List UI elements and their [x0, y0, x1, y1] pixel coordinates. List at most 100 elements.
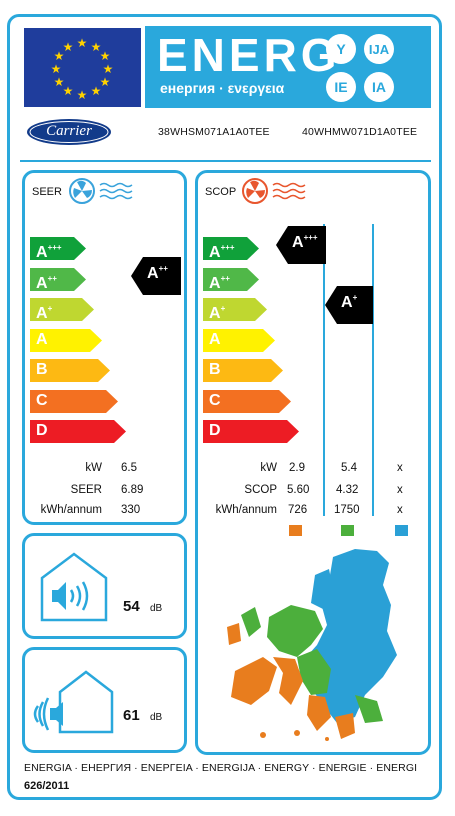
colder-zone-swatch: [395, 525, 408, 536]
heating-fan-icon: [241, 176, 313, 211]
svg-text:★: ★: [103, 62, 114, 76]
outdoor-speaker-icon: [30, 666, 116, 741]
language-badge: IE: [326, 72, 356, 102]
indoor-noise-unit: dB: [150, 603, 163, 614]
cooling-class-arrow: B: [30, 359, 110, 382]
cooling-panel: [22, 170, 187, 525]
heating-average-rating-tag: A+: [325, 286, 373, 324]
energy-subtitle: енергия · ενεργεια: [160, 80, 285, 96]
heating-panel: [195, 170, 431, 755]
row-label-kw: kW: [85, 462, 102, 474]
cooling-class-arrow: A+: [30, 298, 94, 322]
cooling-class-label: D: [36, 422, 48, 439]
heating-class-label: D: [209, 422, 221, 439]
language-badge: IJA: [364, 34, 394, 64]
svg-text:★: ★: [77, 36, 88, 50]
heating-class-label: B: [209, 361, 221, 378]
cooling-class-arrow: A: [30, 328, 102, 352]
energy-title: ENERG: [157, 29, 341, 81]
heating-colder-scop: x: [397, 484, 403, 496]
heating-warmer-kw: 2.9: [289, 462, 305, 474]
svg-text:★: ★: [100, 49, 111, 63]
zone-divider-line: [372, 224, 374, 516]
carrier-logo: Carrier: [26, 118, 112, 146]
cooling-rating-sup: ++: [158, 264, 168, 273]
regulation-number: 626/2011: [24, 780, 70, 792]
heating-class-label: A+: [209, 304, 226, 322]
eu-stars-icon: ★ ★★ ★★★ ★★★ ★★★: [51, 36, 114, 102]
outdoor-noise-panel: [22, 647, 187, 753]
svg-text:★: ★: [51, 62, 62, 76]
heating-class-arrow: A: [203, 328, 275, 352]
heating-warmer-rating-tag: A+++: [276, 226, 326, 264]
row-label-kw: kW: [260, 462, 277, 474]
heating-class-sup: +++: [220, 243, 235, 252]
svg-text:★: ★: [100, 75, 111, 89]
outdoor-noise-unit: dB: [150, 712, 163, 723]
cooling-class-label: A++: [36, 273, 57, 292]
cooling-rating-text: A++: [147, 264, 168, 282]
heating-warmer-rating-text: A+++: [292, 233, 318, 251]
heating-warmer-rating-sup: +++: [303, 233, 318, 242]
heating-class-arrow: D: [203, 420, 299, 443]
outdoor-noise-value: 61: [123, 707, 140, 724]
language-badge: IA: [364, 72, 394, 102]
footer-languages: ENERGIA · ЕНЕРГИЯ · ΕΝΕΡΓΕΙΑ · ENERGIJA …: [24, 762, 418, 774]
europe-climate-map: [205, 545, 420, 750]
cooling-class-arrow: D: [30, 420, 126, 443]
heating-average-rating-sup: +: [352, 293, 358, 302]
heating-average-rating-text: A+: [341, 293, 358, 311]
header-separator: [20, 160, 431, 162]
average-zone-swatch: [341, 525, 354, 536]
eu-flag: ★ ★ ★ ★ ★ ★ ★ ★ ★ ★ ★ ★: [24, 28, 141, 107]
warmer-zone-swatch: [289, 525, 302, 536]
cooling-class-arrow: A+++: [30, 237, 86, 261]
svg-text:★: ★: [91, 84, 102, 98]
heating-warmer-kwh: 726: [288, 504, 308, 516]
cooling-class-label: C: [36, 391, 48, 409]
cooling-class-arrow: A++: [30, 267, 86, 292]
svg-text:★: ★: [54, 75, 65, 89]
heating-class-label: C: [209, 391, 221, 409]
heating-class-label: A+++: [209, 243, 235, 261]
heating-class-sup: +: [220, 304, 226, 313]
cooling-class-label: A+++: [36, 243, 62, 261]
heating-class-label: A++: [209, 273, 230, 292]
cooling-fan-icon: [68, 176, 140, 211]
row-label-kwh: kWh/annum: [40, 504, 102, 516]
cooling-class-label: A+: [36, 304, 53, 322]
indoor-speaker-icon: [38, 552, 110, 627]
svg-text:★: ★: [63, 40, 74, 54]
heating-class-arrow: A+++: [203, 237, 259, 261]
svg-text:★: ★: [54, 49, 65, 63]
heating-class-label: A: [209, 330, 221, 348]
svg-text:★: ★: [91, 40, 102, 54]
heating-warmer-scop: 5.60: [287, 484, 310, 496]
heating-average-kw: 5.4: [341, 462, 357, 474]
outdoor-model: 40WHMW071D1A0TEE: [302, 126, 418, 138]
cooling-class-label: A: [36, 330, 48, 348]
indoor-noise-value: 54: [123, 598, 140, 615]
heating-colder-kwh: x: [397, 504, 403, 516]
cooling-kw-value: 6.5: [121, 462, 137, 474]
cooling-kwh-value: 330: [121, 504, 141, 516]
cooling-class-sup: +: [47, 304, 53, 313]
indoor-model: 38WHSM071A1A0TEE: [158, 126, 270, 138]
language-badge: Y: [326, 34, 356, 64]
label-frame: [7, 14, 442, 800]
heating-label: SCOP: [205, 186, 237, 198]
cooling-class-label: B: [36, 361, 48, 378]
heating-class-arrow: A+: [203, 298, 267, 322]
row-label-scop: SCOP: [244, 484, 277, 496]
cooling-class-sup: +++: [47, 243, 62, 252]
heating-class-arrow: C: [203, 389, 291, 413]
cooling-label: SEER: [32, 186, 62, 198]
cooling-seer-value: 6.89: [121, 484, 144, 496]
heating-average-scop: 4.32: [336, 484, 359, 496]
indoor-noise-panel: [22, 533, 187, 639]
svg-text:★: ★: [77, 88, 88, 102]
zone-divider-line: [323, 224, 325, 516]
heating-colder-kw: x: [397, 462, 403, 474]
row-label-kwh: kWh/annum: [215, 504, 277, 516]
heating-class-sup: ++: [220, 273, 230, 283]
